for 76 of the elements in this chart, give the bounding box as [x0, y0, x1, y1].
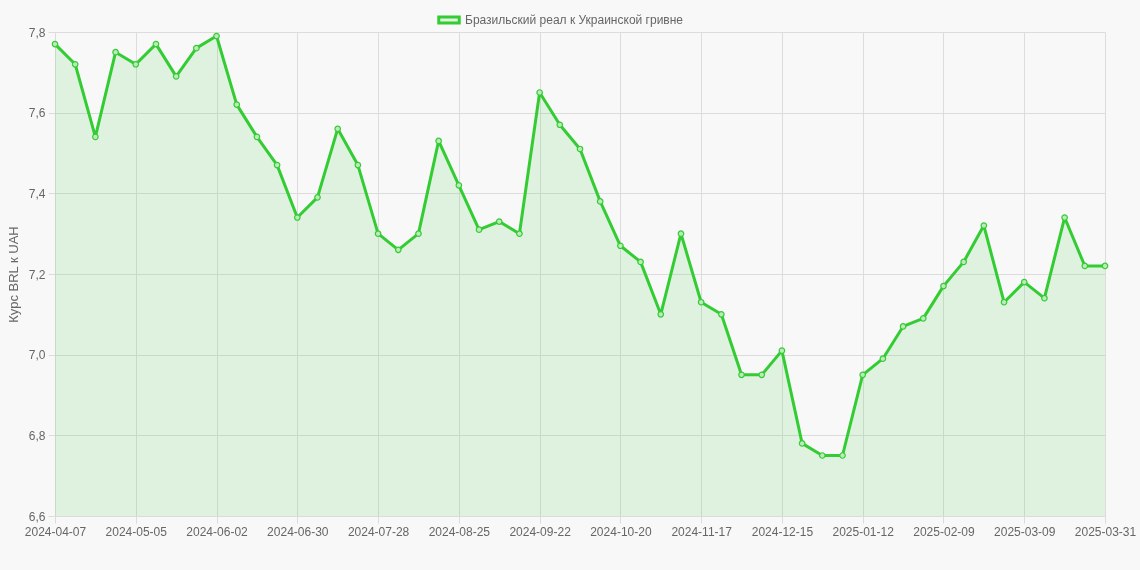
point [919, 315, 927, 322]
point [213, 32, 220, 40]
point [1061, 214, 1068, 221]
x-tick-label: 2025-02-09 [913, 524, 975, 539]
y-tick-label: 7,0 [28, 348, 46, 363]
point [1081, 262, 1089, 270]
point [1020, 278, 1028, 286]
x-tick-label: 2024-10-20 [590, 524, 652, 539]
y-tick-label: 6,6 [28, 509, 46, 524]
point [394, 246, 402, 254]
point [354, 161, 362, 169]
point [859, 371, 867, 379]
point [657, 311, 665, 318]
point [839, 452, 846, 459]
point [435, 137, 442, 145]
point [536, 89, 543, 96]
x-tick-label: 2024-09-22 [509, 524, 572, 539]
point [132, 60, 140, 68]
point [576, 145, 584, 153]
point [112, 48, 119, 56]
point [798, 440, 806, 447]
point [1041, 294, 1048, 302]
y-tick-label: 7,6 [28, 106, 46, 121]
point [1000, 298, 1008, 306]
y-tick-label: 7,4 [28, 186, 46, 201]
point [980, 222, 988, 229]
point [314, 194, 321, 201]
point [334, 125, 342, 133]
point [455, 181, 463, 189]
legend-label: Бразильский реал к Украинской гривне [465, 13, 684, 27]
point [940, 282, 947, 290]
y-tick-label: 6,8 [28, 428, 46, 443]
point [596, 198, 604, 205]
point [172, 73, 180, 80]
x-tick-label: 2024-05-05 [105, 524, 168, 539]
point [899, 323, 907, 330]
x-tick-label: 2024-08-25 [428, 524, 491, 539]
point [758, 371, 766, 379]
point [697, 298, 705, 306]
point [233, 101, 241, 108]
x-tick-label: 2024-06-30 [267, 524, 329, 539]
point [51, 40, 59, 48]
point [415, 230, 422, 237]
point [718, 311, 725, 318]
point [253, 133, 261, 141]
point [556, 121, 564, 129]
y-tick-label: 7,8 [28, 25, 46, 40]
point [71, 60, 79, 68]
x-tick-label: 2025-03-31 [1074, 524, 1137, 539]
point [818, 452, 826, 459]
point [193, 44, 200, 52]
x-tick-label: 2025-01-12 [832, 524, 895, 539]
point [152, 40, 160, 48]
point [738, 371, 745, 379]
point [778, 347, 786, 354]
point [273, 161, 281, 169]
point [495, 218, 503, 225]
point [617, 242, 624, 250]
point [960, 258, 967, 266]
point [475, 226, 483, 233]
x-tick-label: 2024-07-28 [347, 524, 410, 539]
x-tick-label: 2024-06-02 [186, 524, 249, 539]
x-tick-label: 2024-04-07 [24, 524, 87, 539]
point [879, 355, 887, 363]
point [92, 133, 99, 141]
x-tick-label: 2025-03-09 [994, 524, 1056, 539]
point [374, 230, 382, 237]
point [1101, 262, 1109, 270]
point [677, 230, 685, 237]
y-axis-title: Курс BRL к UAH [5, 226, 21, 323]
point [293, 214, 301, 221]
y-tick-label: 7,2 [28, 267, 46, 282]
point [516, 230, 523, 237]
x-tick-label: 2024-12-15 [751, 524, 814, 539]
x-tick-label: 2024-11-17 [671, 524, 733, 539]
point [637, 258, 644, 266]
